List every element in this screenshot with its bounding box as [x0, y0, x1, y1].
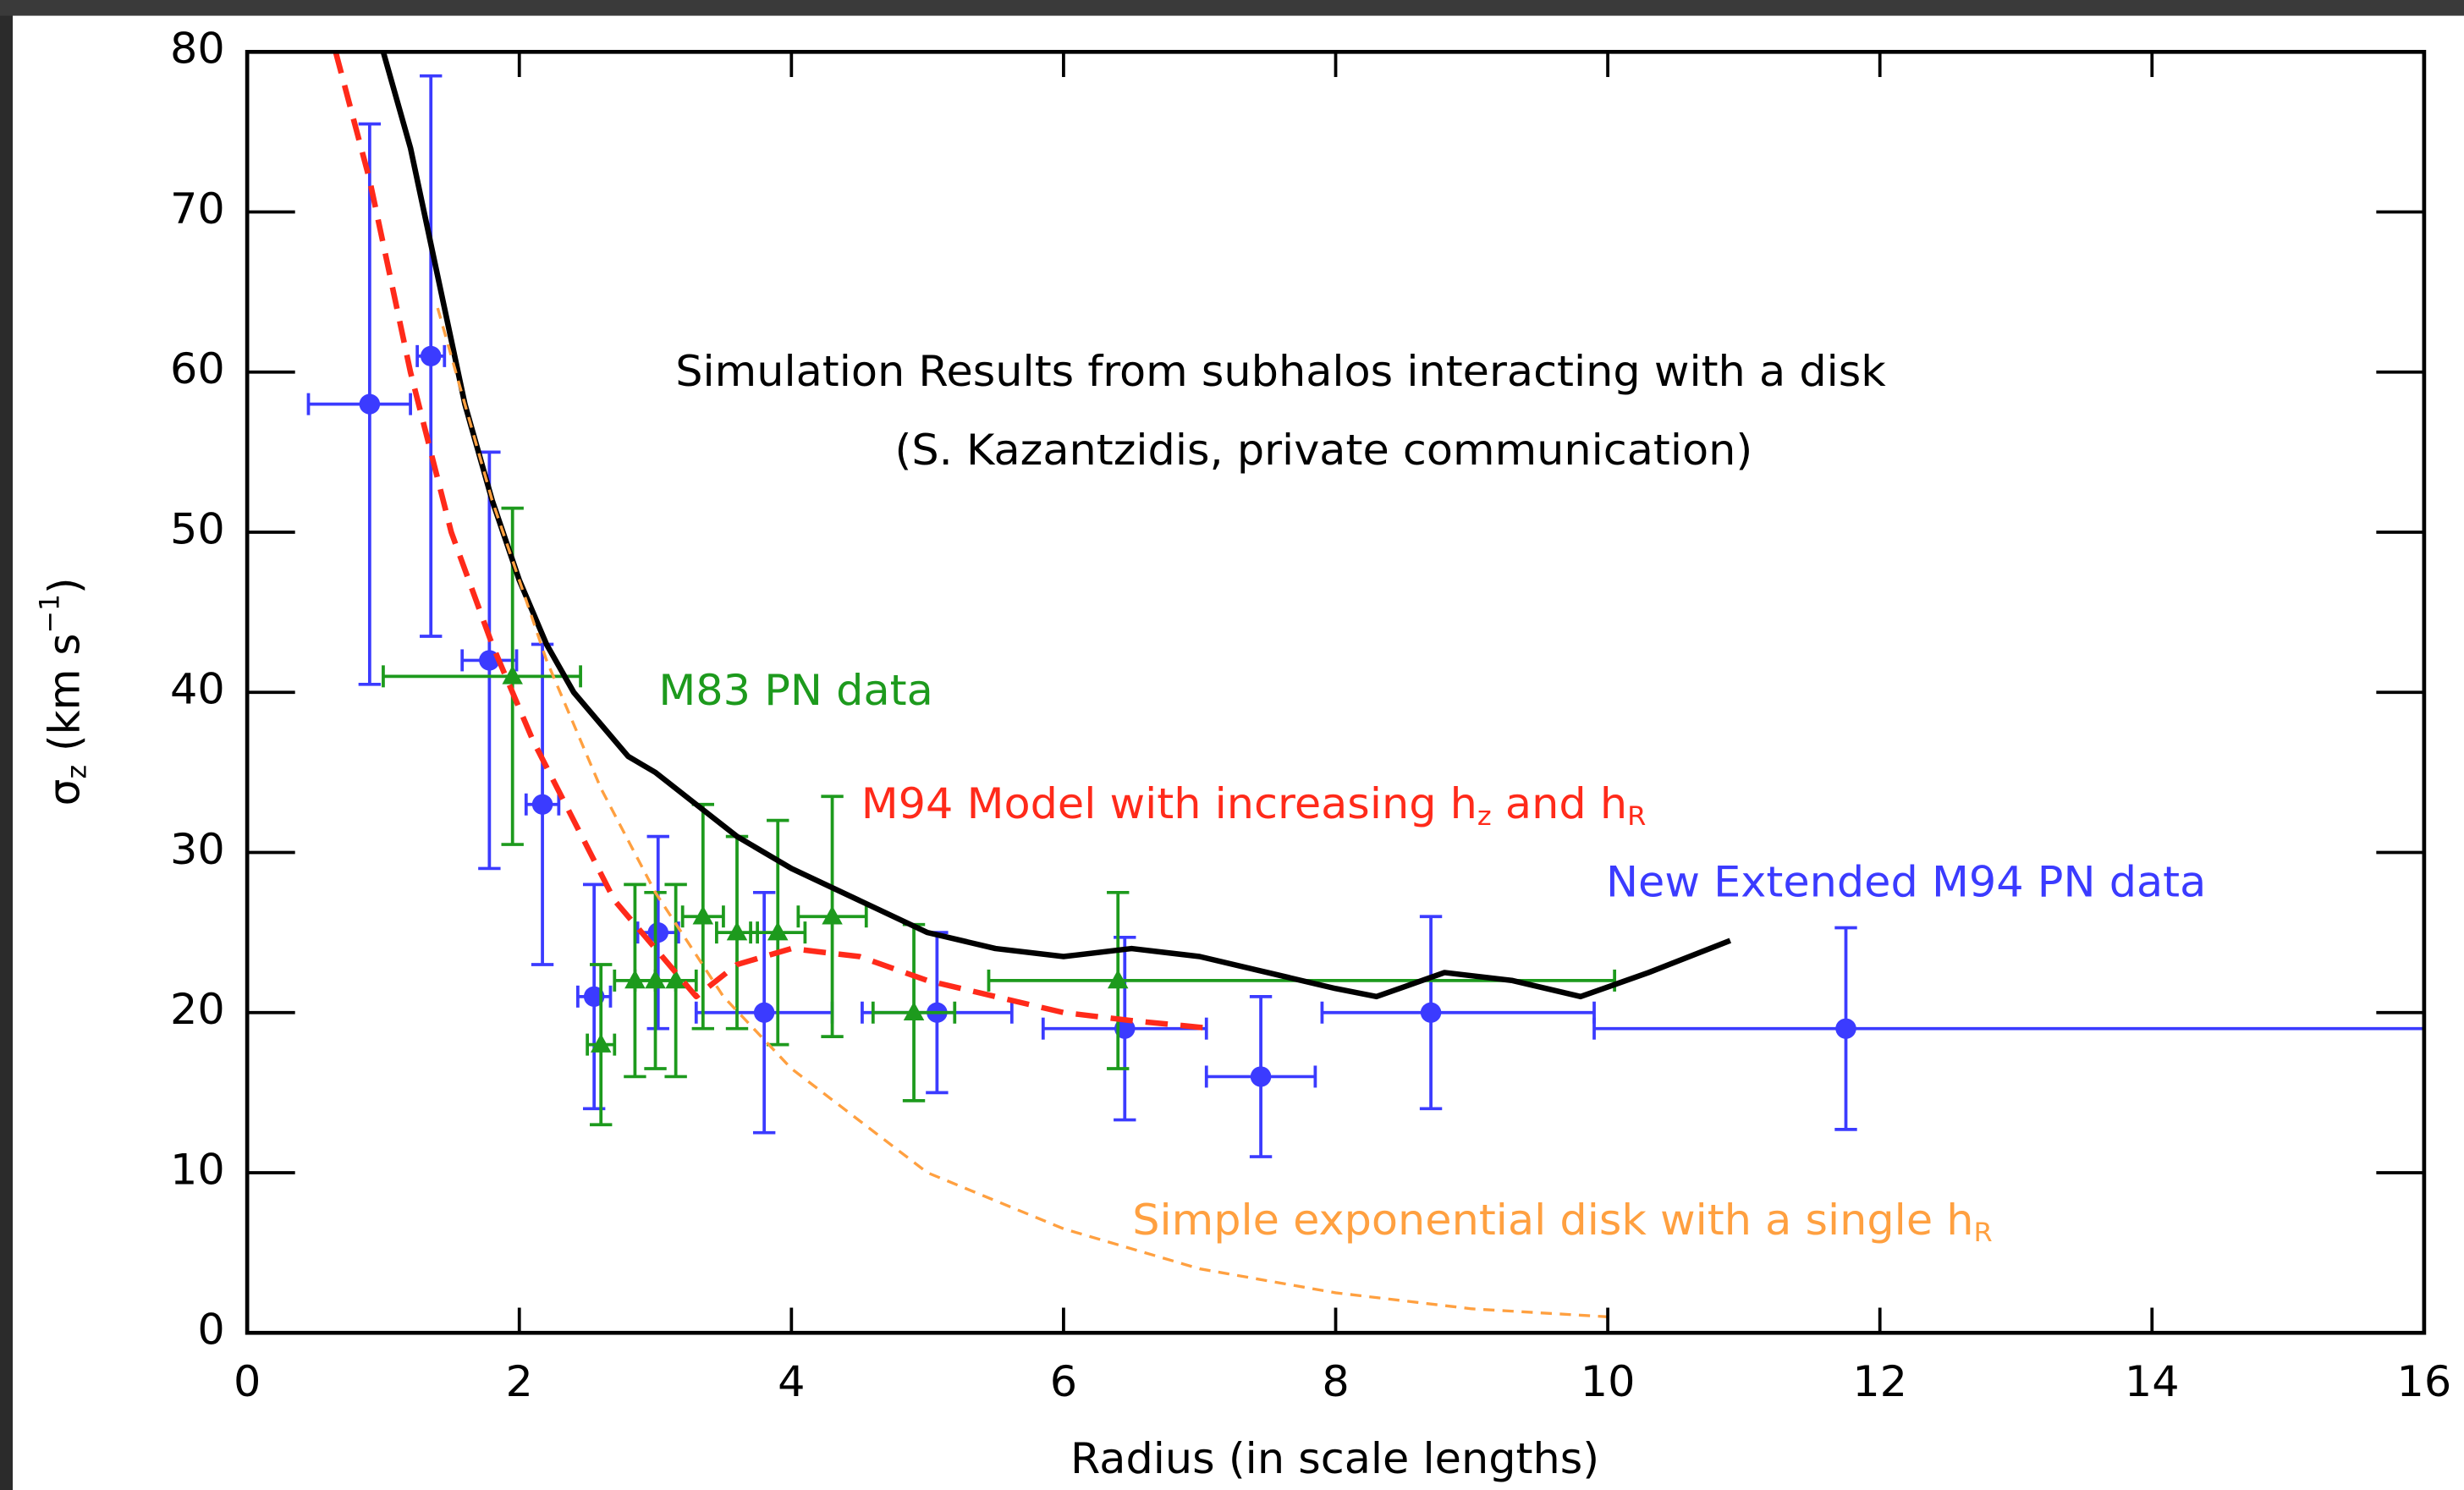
data-point — [420, 345, 442, 366]
data-point — [1107, 969, 1129, 989]
annotation-part: M94 Model with increasing h — [861, 778, 1477, 828]
plot-background — [13, 15, 2464, 1490]
annotation: New Extended M94 PN data — [1606, 857, 2206, 907]
annotation: Simple exponential disk with a single hR — [1132, 1195, 1993, 1248]
y-label-sub: z — [60, 765, 92, 779]
annotation-part: Simple exponential disk with a single h — [1132, 1195, 1973, 1245]
data-point — [692, 905, 714, 925]
curve — [436, 307, 1609, 1318]
data-point — [590, 1033, 612, 1053]
data-point — [1114, 1018, 1136, 1039]
data-point — [822, 905, 843, 925]
y-tick-label: 10 — [170, 1145, 225, 1195]
y-label-part: ) — [38, 577, 88, 594]
data-point — [767, 921, 789, 941]
x-tick-label: 6 — [1050, 1356, 1077, 1406]
annotation: Simulation Results from subhalos interac… — [675, 346, 1886, 396]
annotation-part: New Extended M94 PN data — [1606, 857, 2206, 907]
annotation: M83 PN data — [658, 665, 932, 715]
curve — [333, 52, 1214, 1031]
annotation-subscript: R — [1974, 1216, 1993, 1248]
data-point — [359, 393, 381, 415]
data-point — [583, 986, 605, 1007]
y-label-part: (km s — [38, 633, 88, 764]
top-banner — [0, 0, 2464, 16]
x-tick-label: 14 — [2125, 1356, 2180, 1406]
x-tick-label: 10 — [1581, 1356, 1636, 1406]
y-tick-label: 30 — [170, 824, 225, 874]
data-point — [753, 1002, 775, 1023]
annotation-part: Simulation Results from subhalos interac… — [675, 346, 1886, 396]
annotation-subscript: R — [1627, 800, 1646, 832]
y-tick-label: 40 — [170, 664, 225, 714]
x-tick-label: 0 — [234, 1356, 261, 1406]
annotation: (S. Kazantzidis, private communication) — [894, 425, 1752, 475]
x-tick-label: 16 — [2397, 1356, 2452, 1406]
x-axis-label: Radius (in scale lengths) — [1070, 1433, 1599, 1483]
data-point — [665, 969, 686, 989]
data-point — [531, 794, 553, 815]
data-point — [903, 1001, 925, 1021]
data-point — [647, 922, 668, 943]
x-tick-label: 12 — [1852, 1356, 1907, 1406]
y-tick-label: 50 — [170, 504, 225, 554]
annotation-part: (S. Kazantzidis, private communication) — [894, 425, 1752, 475]
x-tick-label: 8 — [1322, 1356, 1349, 1406]
data-point — [1835, 1018, 1856, 1039]
y-label-part: σ — [38, 779, 88, 806]
data-point — [1420, 1002, 1442, 1023]
y-axis-label: σz (km s−1) — [33, 577, 92, 805]
annotation-subscript: z — [1477, 800, 1492, 832]
plot-area — [306, 52, 2424, 1318]
y-tick-label: 70 — [170, 184, 225, 234]
curve — [380, 52, 1732, 1000]
y-tick-label: 0 — [197, 1305, 224, 1355]
data-point — [502, 665, 523, 685]
y-tick-label: 20 — [170, 984, 225, 1034]
x-tick-label: 2 — [506, 1356, 533, 1406]
annotation-part: M83 PN data — [658, 665, 932, 715]
annotation: M94 Model with increasing hz and hR — [861, 778, 1647, 832]
data-point — [726, 921, 748, 941]
y-tick-label: 80 — [170, 24, 225, 74]
x-tick-label: 4 — [778, 1356, 805, 1406]
y-label-sup: −1 — [33, 594, 65, 634]
y-tick-label: 60 — [170, 344, 225, 394]
data-point — [1250, 1066, 1272, 1087]
annotation-part: and h — [1492, 778, 1627, 828]
